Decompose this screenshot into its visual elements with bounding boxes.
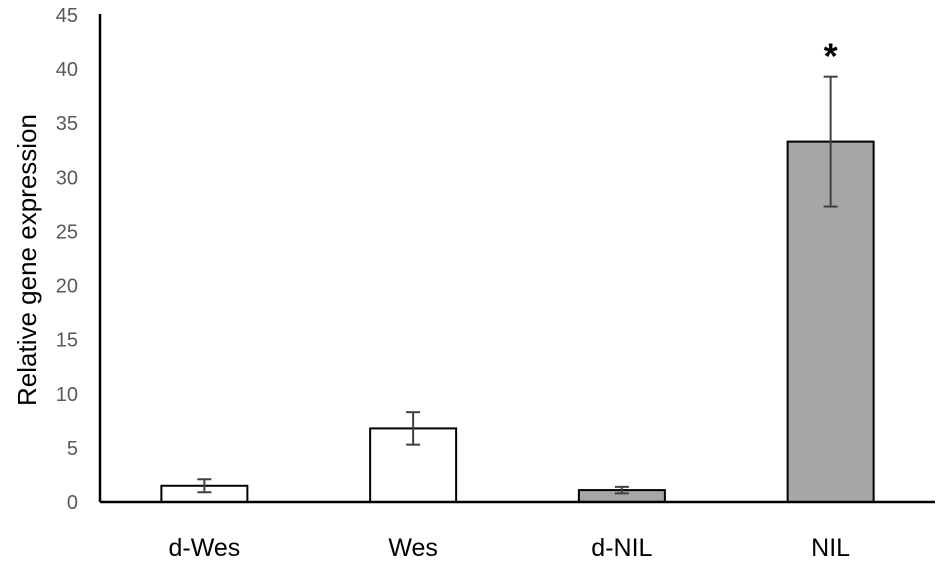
bars-layer [160, 140, 875, 503]
y-tick-label-40: 40 [56, 59, 78, 81]
error-bars-layer [197, 75, 838, 495]
y-tick-label-5: 5 [67, 438, 78, 460]
y-tick-label-10: 10 [56, 384, 78, 406]
y-axis-title: Relative gene expression [12, 114, 42, 406]
error-bar-d-nil [614, 485, 629, 495]
labels-layer: d-Wes Wes d-NIL NIL * 0 5 10 15 20 25 30 35 40 45 [56, 5, 850, 562]
y-tick-label-0: 0 [67, 492, 78, 514]
x-tick-label-d-wes: d-Wes [168, 534, 240, 562]
significance-annotation: * [824, 36, 838, 77]
y-tick-label-35: 35 [56, 113, 78, 135]
y-tick-label-20: 20 [56, 276, 78, 298]
error-bar-nil [823, 75, 838, 208]
x-tick-label-wes: Wes [388, 534, 438, 562]
error-bar-d-wes [197, 478, 212, 494]
error-bar-wes [406, 411, 421, 446]
y-tick-label-15: 15 [56, 330, 78, 352]
y-tick-label-45: 45 [56, 5, 78, 27]
x-tick-label-nil: NIL [811, 534, 850, 562]
y-tick-label-25: 25 [56, 221, 78, 243]
axes-layer [98, 14, 935, 504]
y-tick-label-30: 30 [56, 167, 78, 189]
x-tick-label-d-nil: d-NIL [591, 534, 652, 562]
